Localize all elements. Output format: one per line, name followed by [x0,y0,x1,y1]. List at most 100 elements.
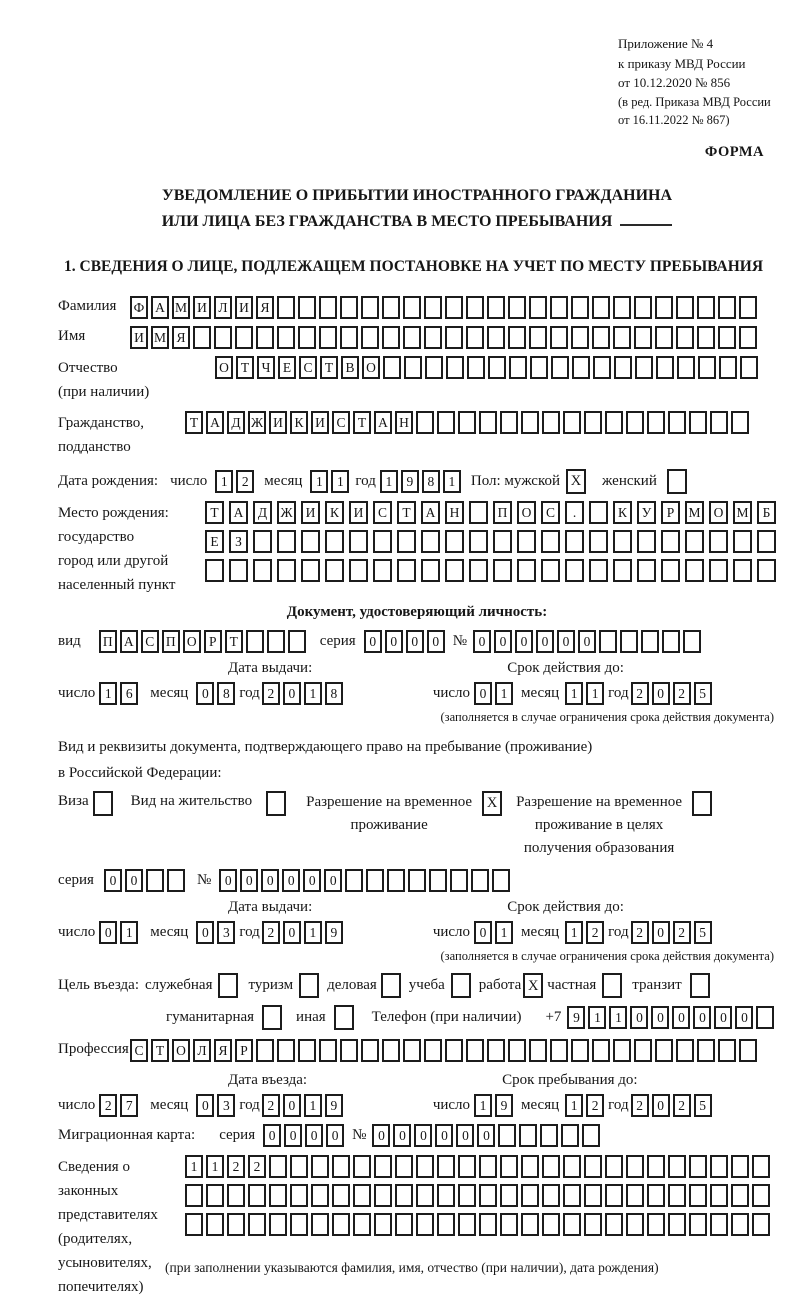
cell[interactable] [445,559,464,583]
cell[interactable] [269,1155,287,1179]
cell[interactable] [298,1039,316,1063]
cell[interactable] [565,559,584,583]
cell[interactable]: Р [235,1039,253,1063]
cell[interactable]: 0 [735,1006,754,1030]
cell[interactable] [403,1039,421,1063]
cell[interactable] [521,411,539,435]
cell[interactable] [647,1155,665,1179]
cell[interactable] [301,530,320,554]
cell[interactable]: Н [395,411,413,435]
cell[interactable] [229,559,248,583]
cell[interactable] [602,973,623,999]
cell[interactable] [301,559,320,583]
cell[interactable]: 0 [363,630,382,654]
cell[interactable]: 9 [495,1094,514,1118]
cell[interactable] [508,326,526,350]
cell[interactable] [571,326,589,350]
cell[interactable]: 0 [384,630,403,654]
cell[interactable]: X [566,469,587,495]
cell[interactable] [193,326,211,350]
cell[interactable]: 2 [586,1094,605,1118]
cell[interactable] [290,1184,308,1208]
cell[interactable] [266,630,285,654]
cell[interactable]: М [733,501,752,525]
cell[interactable]: Ж [277,501,296,525]
cell[interactable] [613,326,631,350]
cell[interactable]: С [140,630,159,654]
cell[interactable] [550,296,568,320]
cell[interactable]: 1 [586,682,605,706]
cell[interactable]: 1 [331,470,350,494]
cell[interactable] [542,411,560,435]
cell[interactable] [256,1039,274,1063]
cell[interactable]: 1 [609,1006,628,1030]
sluzhebnaya-checkbox[interactable] [218,973,239,999]
cell[interactable] [349,559,368,583]
cell[interactable] [311,1184,329,1208]
cell[interactable]: П [161,630,180,654]
cell[interactable] [488,356,506,380]
cell[interactable] [469,501,488,525]
cell[interactable]: 1 [442,470,461,494]
cell[interactable] [634,326,652,350]
cell[interactable]: 0 [282,921,301,945]
cell[interactable]: Т [397,501,416,525]
cell[interactable] [661,530,680,554]
cell[interactable] [582,1124,601,1148]
cell[interactable]: X [482,790,503,816]
cell[interactable] [469,559,488,583]
cell[interactable] [429,869,448,893]
cell[interactable]: 0 [474,921,493,945]
cell[interactable]: И [269,411,287,435]
cell[interactable]: О [172,1039,190,1063]
cell[interactable] [676,296,694,320]
cell[interactable]: 0 [494,630,512,654]
delovaya-checkbox[interactable] [380,973,401,999]
cell[interactable] [458,1155,476,1179]
cell[interactable] [340,326,358,350]
cell[interactable] [437,1155,455,1179]
cell[interactable]: С [373,501,392,525]
cell[interactable]: И [235,296,253,320]
cell[interactable]: В [341,356,359,380]
cell[interactable] [647,1213,665,1237]
cell[interactable] [709,559,728,583]
cell[interactable] [605,1213,623,1237]
cell[interactable]: 9 [567,1006,586,1030]
cell[interactable] [599,630,617,654]
cell[interactable]: 0 [372,1124,391,1148]
visa-checkbox[interactable] [92,790,113,816]
cell[interactable] [469,530,488,554]
cell[interactable]: К [290,411,308,435]
cell[interactable]: 5 [693,921,712,945]
cell[interactable] [655,326,673,350]
tranzit-checkbox[interactable] [689,973,710,999]
cell[interactable]: А [119,630,138,654]
cell[interactable] [550,1039,568,1063]
cell[interactable] [479,411,497,435]
cell[interactable] [277,1039,295,1063]
cell[interactable] [565,530,584,554]
cell[interactable] [634,296,652,320]
cell[interactable] [517,530,536,554]
cell[interactable]: Я [214,1039,232,1063]
cell[interactable]: 2 [672,682,691,706]
cell[interactable] [403,326,421,350]
cell[interactable]: 1 [303,682,322,706]
cell[interactable]: 0 [578,630,596,654]
cell[interactable] [266,790,287,816]
cell[interactable] [445,530,464,554]
cell[interactable] [550,326,568,350]
cell[interactable] [689,1155,707,1179]
cell[interactable] [493,559,512,583]
inaya-checkbox[interactable] [333,1005,354,1031]
cell[interactable] [668,1213,686,1237]
cell[interactable]: 1 [185,1155,203,1179]
